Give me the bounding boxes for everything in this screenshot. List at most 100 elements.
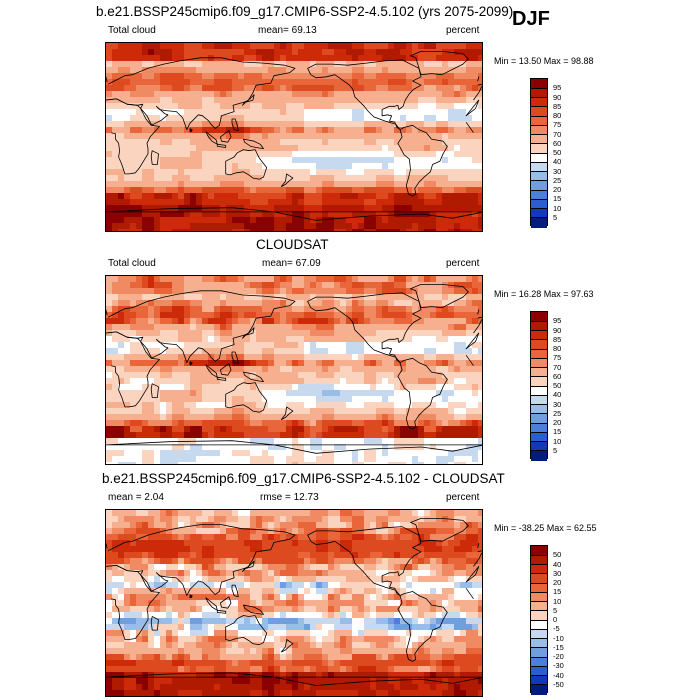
colorbar-swatch: [531, 546, 547, 556]
colorbar-tick-label: 15: [553, 194, 562, 204]
colorbar-swatch: [531, 592, 547, 602]
variable-label: Total cloud: [108, 25, 156, 36]
colorbar-tick-label: -20: [553, 652, 564, 661]
colorbar-divider: [531, 180, 547, 182]
colorbar-tick-label: 50: [553, 381, 562, 390]
colorbar-obs: 95 90 85 80 75 70 60 50 40 30 25 20 15 10 5: [530, 311, 561, 461]
colorbar-divider: [531, 413, 547, 415]
colorbar-divider: [531, 171, 547, 172]
min-max-label: Min = -38.25 Max = 62.55: [494, 523, 597, 533]
colorbar-tick-label: 30: [553, 166, 562, 176]
colorbar-tick-label: 50: [553, 148, 562, 157]
colorbar-divider: [531, 601, 547, 602]
colorbar-divider: [531, 431, 547, 433]
colorbar-divider: [531, 564, 547, 565]
colorbar-tick-label: 15: [553, 587, 562, 597]
colorbar-divider: [531, 330, 547, 331]
colorbar-model: 95 90 85 80 75 70 60 50 40 30 25 20 15 10 5: [530, 78, 561, 228]
cloud-field-model: [106, 43, 482, 231]
colorbar-swatch: [531, 125, 547, 135]
colorbar-swatch: [531, 638, 547, 649]
colorbar-divider: [531, 450, 547, 452]
colorbar-swatch: [531, 367, 547, 378]
colorbar-swatch: [531, 153, 547, 163]
rmse-label: rmse = 12.73: [260, 492, 319, 503]
panel-title: b.e21.BSSP245cmip6.f09_g17.CMIP6-SSP2-4.…: [96, 4, 514, 19]
units-label: percent: [446, 492, 480, 503]
colorbar-tick-label: -30: [553, 661, 564, 671]
colorbar-tick-label: 0: [553, 615, 558, 624]
colorbar-tick-label: -40: [553, 670, 564, 680]
colorbar-swatch: [531, 684, 547, 695]
colorbar-divider: [531, 385, 547, 387]
map-diff: [105, 509, 483, 697]
colorbar-divider: [531, 684, 547, 686]
panel-title: CLOUDSAT: [256, 237, 329, 252]
colorbar-tick-label: 95: [553, 83, 562, 93]
colorbar-divider: [531, 357, 547, 359]
colorbar-divider: [531, 217, 547, 219]
units-label: percent: [446, 258, 480, 269]
colorbar-swatch: [531, 432, 547, 442]
colorbar-swatch: [531, 312, 547, 322]
colorbar-divider: [531, 441, 547, 442]
colorbar-divider: [531, 376, 547, 378]
mean-label: mean = 2.04: [108, 492, 164, 503]
colorbar-tick-label: 40: [553, 157, 562, 167]
colorbar-swatch: [531, 190, 547, 200]
colorbar-tick-label: 5: [553, 445, 558, 455]
colorbar-tick-label: 90: [553, 325, 562, 335]
colorbar-divider: [531, 97, 547, 98]
colorbar-divider: [531, 124, 547, 126]
colorbar-tick-label: 75: [553, 120, 562, 130]
colorbar-divider: [531, 143, 547, 145]
colorbar-tick-label: -15: [553, 642, 564, 652]
colorbar-tick-label: 5: [553, 605, 558, 615]
colorbar-divider: [531, 675, 547, 676]
colorbar-tick-label: 20: [553, 418, 562, 427]
colorbar-swatch: [531, 573, 547, 584]
cloud-field-obs: [106, 276, 482, 464]
colorbar-swatch: [531, 116, 547, 126]
colorbar-tick-label: 60: [553, 371, 562, 381]
colorbar-divider: [531, 619, 547, 621]
coastlines: [106, 518, 482, 686]
colorbar-swatch: [531, 321, 547, 331]
colorbar-tick-label: 10: [553, 596, 562, 606]
colorbar-swatch: [531, 450, 547, 461]
colorbar-divider: [531, 610, 547, 612]
season-label: DJF: [512, 8, 550, 30]
colorbar-swatch: [531, 675, 547, 686]
colorbar-swatch: [531, 423, 547, 433]
min-max-label: Min = 16.28 Max = 97.63: [494, 289, 594, 299]
colorbar-divider: [531, 554, 547, 556]
colorbar-swatch: [531, 601, 547, 612]
colorbar-tick-label: 85: [553, 334, 562, 344]
colorbar-divider: [531, 348, 547, 350]
colorbar-swatch: [531, 339, 547, 350]
colorbar-tick-label: 95: [553, 316, 562, 326]
colorbar-swatch: [531, 395, 547, 405]
colorbar-tick-label: 30: [553, 568, 562, 578]
colorbar-divider: [531, 161, 547, 163]
colorbar-divider: [531, 404, 547, 405]
colorbar-swatch: [531, 404, 547, 415]
colorbar-swatch: [531, 180, 547, 191]
colorbar-swatch: [531, 79, 547, 89]
colorbar-tick-label: 20: [553, 185, 562, 194]
colorbar-swatch: [531, 143, 547, 154]
colorbar-swatch: [531, 134, 547, 145]
colorbar-swatch: [531, 97, 547, 108]
colorbar-tick-label: 10: [553, 436, 562, 446]
colorbar-divider: [531, 189, 547, 191]
colorbar-swatch: [531, 330, 547, 341]
colorbar-swatch: [531, 657, 547, 667]
colorbar-tick-label: 80: [553, 111, 562, 120]
colorbar-divider: [531, 87, 547, 89]
colorbar-swatch: [531, 88, 547, 98]
colorbar-tick-label: 30: [553, 399, 562, 409]
colorbar-tick-label: 75: [553, 353, 562, 363]
coastlines: [106, 284, 482, 454]
colorbar-swatch: [531, 162, 547, 172]
colorbar-swatch: [531, 583, 547, 593]
